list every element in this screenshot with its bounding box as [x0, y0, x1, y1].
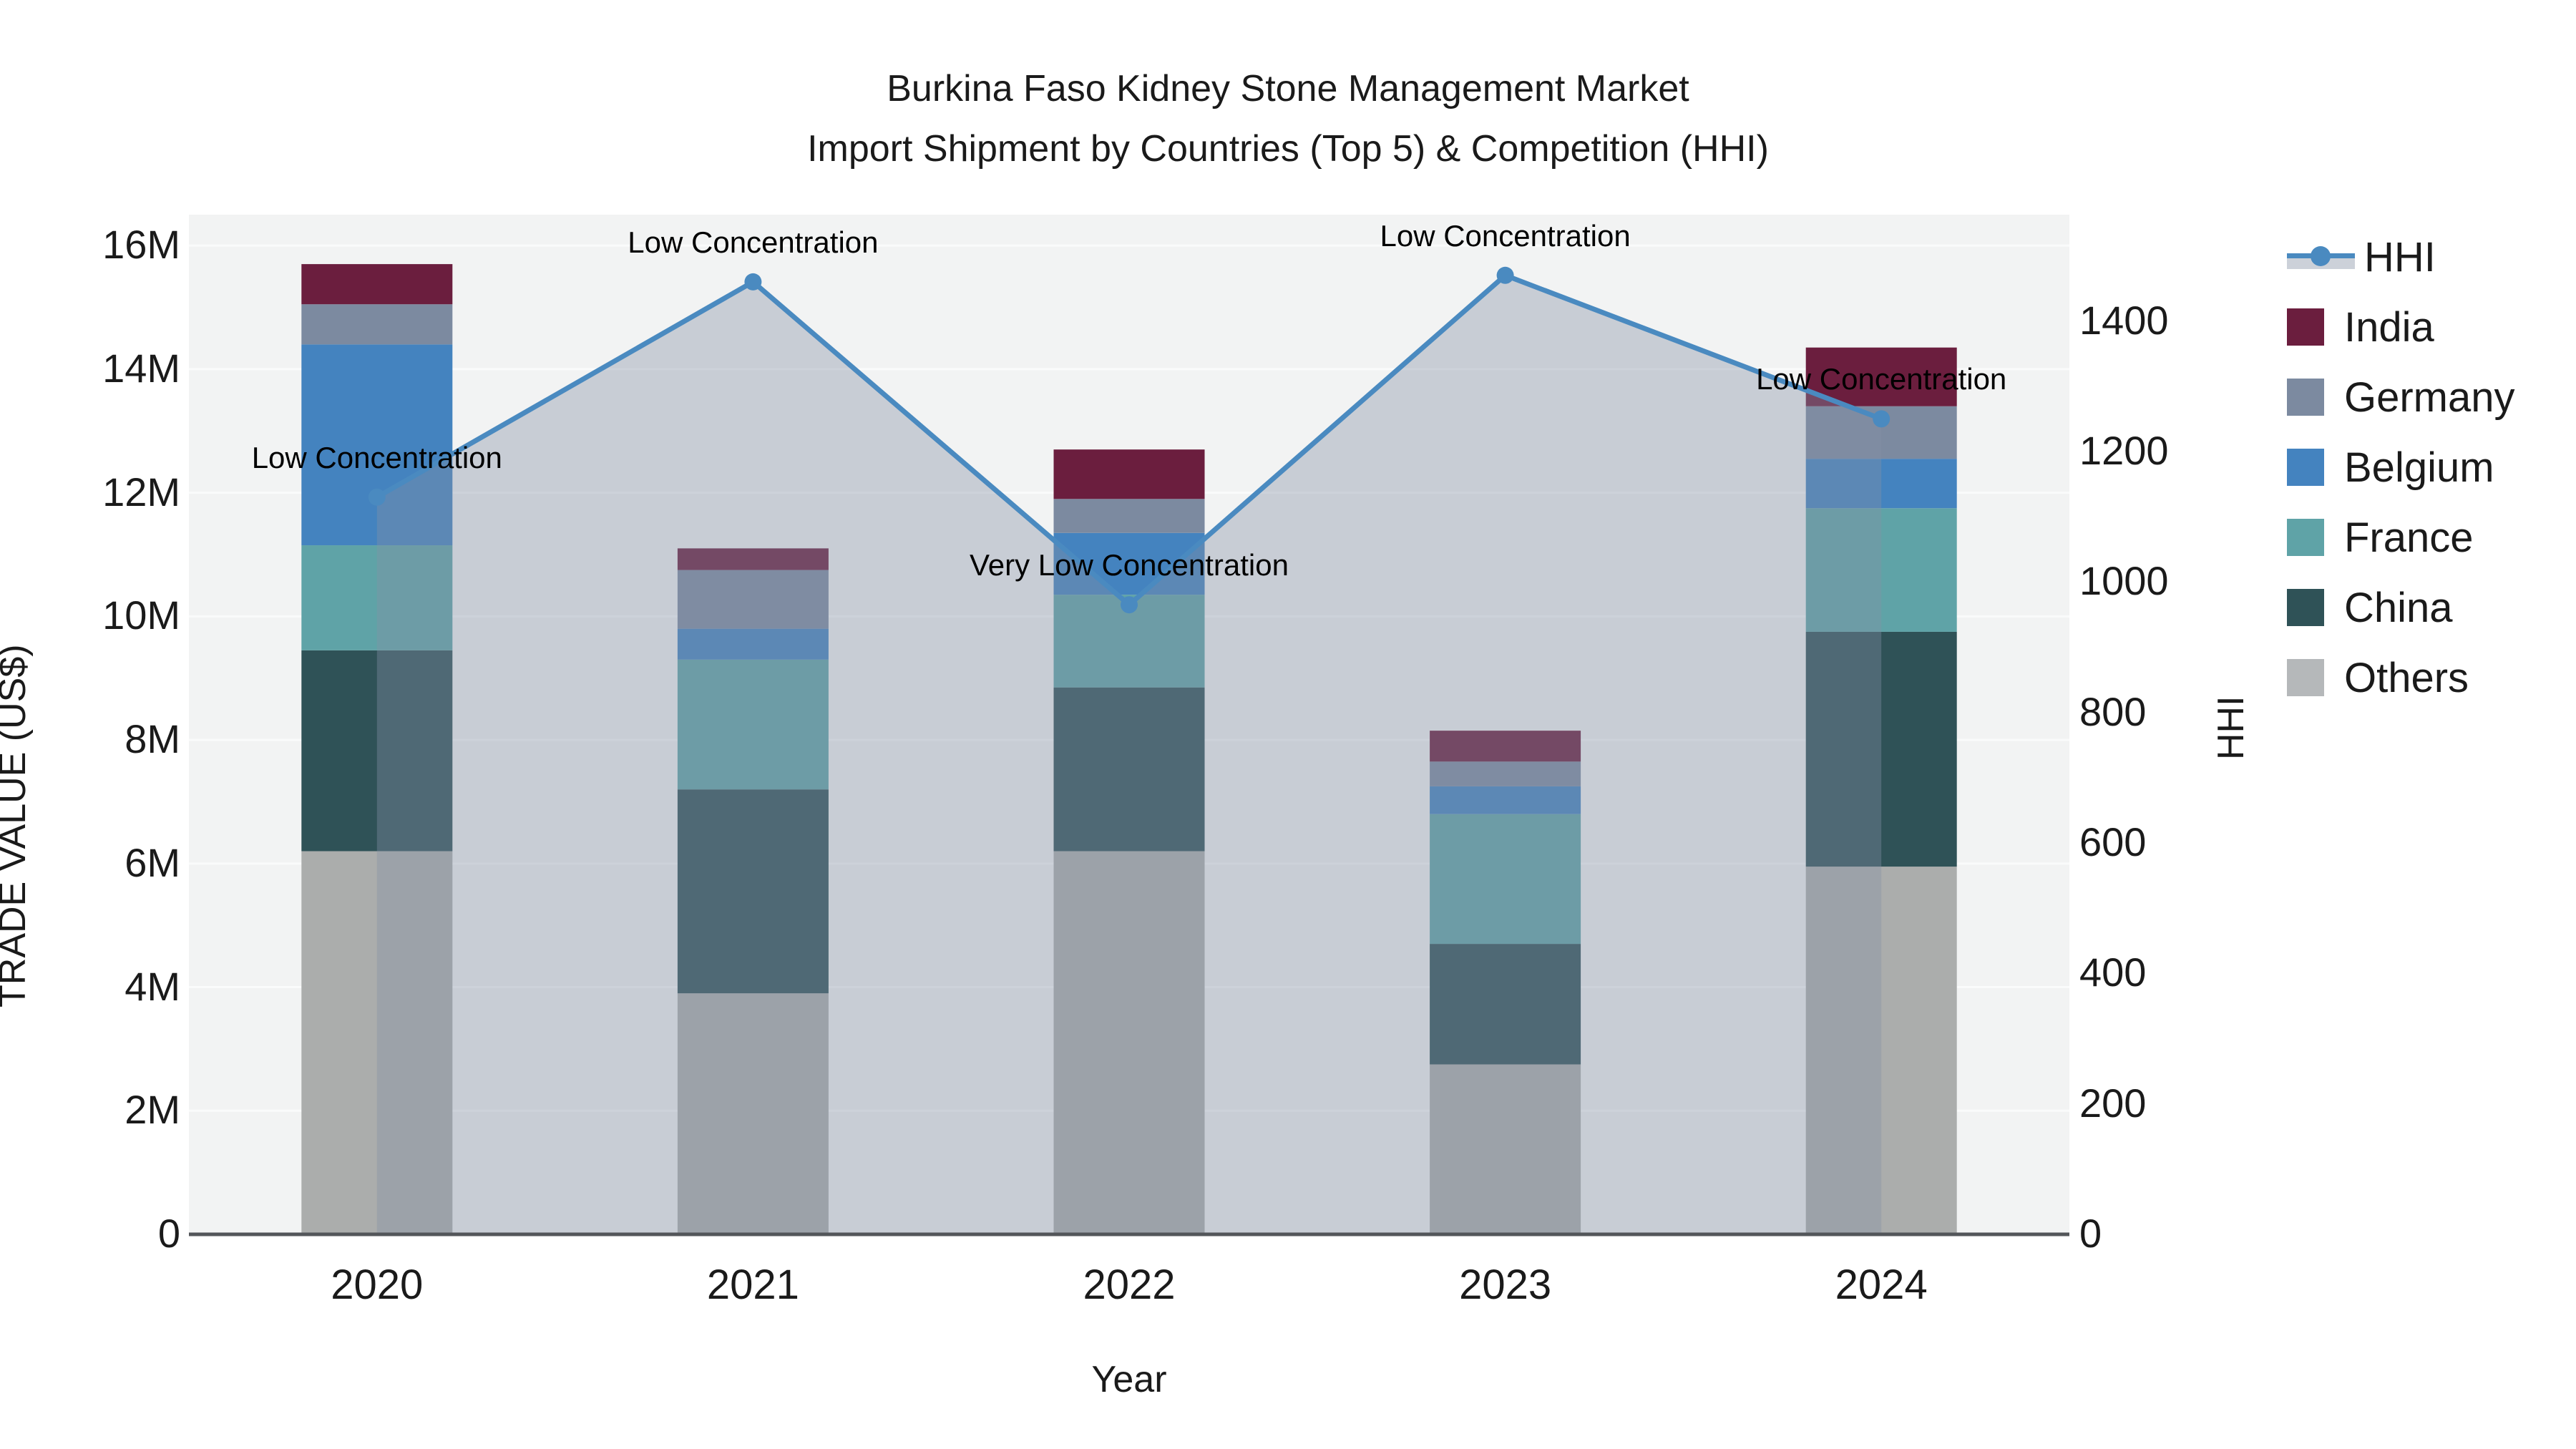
bar-segment-china-2022[interactable]	[1053, 687, 1205, 852]
hhi-marker-swatch	[2311, 246, 2331, 266]
legend-item-germany[interactable]: Germany	[2287, 374, 2515, 421]
bar-segment-germany-2022[interactable]	[1053, 499, 1205, 533]
x-axis-title: Year	[1091, 1359, 1167, 1400]
annotation-2024: Low Concentration	[1756, 362, 2007, 396]
legend-label: India	[2344, 303, 2434, 351]
y-axis-left-tick-label: 12M	[102, 469, 180, 514]
annotation-2022: Very Low Concentration	[970, 548, 1289, 582]
hhi-area-fill	[376, 275, 1882, 1235]
y-axis-left-tick-label: 16M	[102, 222, 180, 268]
bar-segment-germany-2020[interactable]	[301, 304, 453, 345]
y-axis-right-tick-label: 400	[2079, 950, 2147, 995]
y-axis-left-tick-label: 6M	[125, 839, 180, 885]
legend-item-china[interactable]: China	[2287, 585, 2515, 631]
legend-item-france[interactable]: France	[2287, 514, 2515, 561]
y-axis-right-tick-label: 800	[2079, 688, 2147, 734]
bar-segment-france-2024[interactable]	[1805, 508, 1957, 632]
hhi-marker-2022[interactable]	[1121, 596, 1138, 614]
y-axis-right-tick-label: 600	[2079, 819, 2147, 864]
bar-segment-others-2024[interactable]	[1805, 867, 1957, 1234]
hhi-marker-2024[interactable]	[1873, 410, 1890, 428]
y-axis-left-tick-label: 4M	[125, 963, 180, 1009]
legend-label: Germany	[2344, 374, 2515, 421]
hhi-marker-2020[interactable]	[368, 488, 386, 506]
hhi-marker-2021[interactable]	[744, 273, 762, 291]
annotation-2023: Low Concentration	[1380, 218, 1631, 253]
bar-segment-china-2024[interactable]	[1805, 631, 1957, 867]
bar-segment-others-2023[interactable]	[1430, 1064, 1581, 1235]
y-axis-left-tick-label: 10M	[102, 592, 180, 638]
bar-segment-france-2021[interactable]	[677, 659, 829, 790]
x-axis-tick-label-2024: 2024	[1835, 1262, 1928, 1308]
y-axis-right-title: HHI	[2210, 696, 2252, 760]
annotation-2020: Low Concentration	[251, 440, 502, 474]
bar-segment-germany-2021[interactable]	[677, 570, 829, 629]
legend-color-swatch-icon	[2287, 379, 2324, 416]
bar-segment-france-2020[interactable]	[301, 545, 453, 650]
bar-segment-belgium-2024[interactable]	[1805, 459, 1957, 509]
legend-label: China	[2344, 584, 2453, 631]
bar-segment-belgium-2021[interactable]	[677, 628, 829, 660]
bar-segment-others-2022[interactable]	[1053, 851, 1205, 1234]
legend-item-others[interactable]: Others	[2287, 655, 2515, 701]
bar-segment-belgium-2023[interactable]	[1430, 786, 1581, 814]
legend-color-swatch-icon	[2287, 519, 2324, 556]
legend-color-swatch-icon	[2287, 308, 2324, 346]
chart-title-line2: Import Shipment by Countries (Top 5) & C…	[807, 128, 1769, 170]
y-axis-right-tick-label: 200	[2079, 1080, 2147, 1126]
legend-item-hhi[interactable]: HHI	[2287, 233, 2515, 280]
legend-label: Belgium	[2344, 444, 2494, 491]
y-axis-right-tick-label: 1000	[2079, 558, 2169, 604]
annotation-2021: Low Concentration	[628, 225, 879, 259]
bar-segment-india-2023[interactable]	[1430, 731, 1581, 762]
y-axis-right-tick-label: 1400	[2079, 297, 2169, 343]
y-axis-left-tick-label: 14M	[102, 345, 180, 391]
legend: HHI India Germany Belgium France China Others	[2287, 233, 2515, 727]
hhi-line-swatch-icon	[2287, 245, 2355, 269]
bar-segment-china-2020[interactable]	[301, 650, 453, 852]
legend-color-swatch-icon	[2287, 449, 2324, 486]
y-axis-left-tick-label: 2M	[125, 1087, 180, 1133]
hhi-marker-2023[interactable]	[1496, 266, 1514, 284]
bar-segment-others-2021[interactable]	[677, 993, 829, 1234]
legend-label: Others	[2344, 654, 2469, 701]
bar-segment-belgium-2020[interactable]	[301, 344, 453, 546]
bar-segment-germany-2023[interactable]	[1430, 761, 1581, 786]
bar-segment-china-2021[interactable]	[677, 789, 829, 994]
bar-segment-others-2020[interactable]	[301, 851, 453, 1234]
chart-title-line1: Burkina Faso Kidney Stone Management Mar…	[887, 68, 1689, 109]
bar-segment-india-2021[interactable]	[677, 548, 829, 570]
legend-label: HHI	[2364, 233, 2436, 280]
y-axis-left-tick-label: 0	[157, 1211, 180, 1256]
legend-color-swatch-icon	[2287, 589, 2324, 626]
y-axis-right-tick-label: 0	[2079, 1211, 2102, 1256]
legend-color-swatch-icon	[2287, 659, 2324, 696]
legend-item-belgium[interactable]: Belgium	[2287, 444, 2515, 491]
legend-label: France	[2344, 514, 2474, 561]
y-axis-left-tick-label: 8M	[125, 716, 180, 762]
legend-item-india[interactable]: India	[2287, 303, 2515, 351]
x-axis-tick-label-2023: 2023	[1459, 1262, 1552, 1308]
x-axis-tick-label-2020: 2020	[331, 1262, 424, 1308]
x-axis-tick-label-2021: 2021	[706, 1262, 799, 1308]
bar-segment-china-2023[interactable]	[1430, 944, 1581, 1065]
x-axis-tick-label-2022: 2022	[1083, 1262, 1176, 1308]
y-axis-right-tick-label: 1200	[2079, 427, 2169, 473]
bar-segment-france-2023[interactable]	[1430, 814, 1581, 945]
bar-segment-india-2024[interactable]	[1805, 347, 1957, 406]
bar-segment-india-2020[interactable]	[301, 264, 453, 305]
y-axis-left-title: TRADE VALUE (US$)	[0, 644, 34, 1008]
bar-segment-india-2022[interactable]	[1053, 449, 1205, 499]
